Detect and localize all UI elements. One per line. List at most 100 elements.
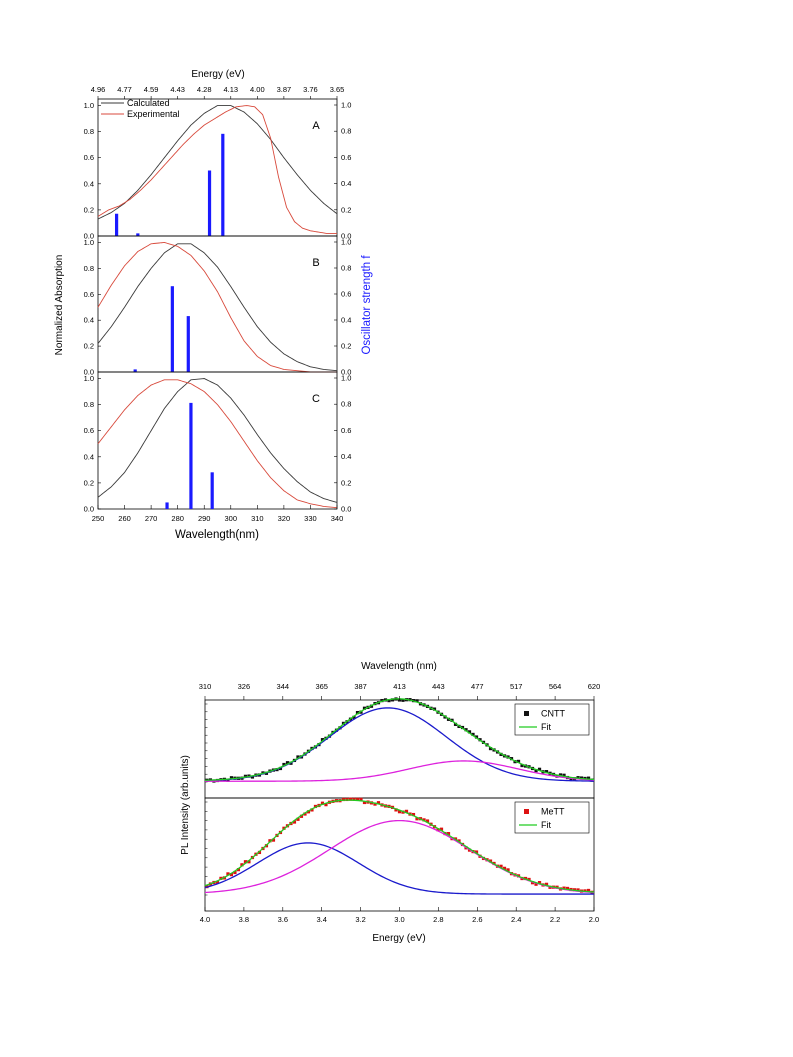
legend-box <box>514 703 590 736</box>
y2-tick-label: 0.0 <box>341 505 351 514</box>
data-point <box>436 828 440 832</box>
data-point <box>527 877 531 882</box>
top-x-tick-label: 387 <box>354 682 367 691</box>
y2-tick-label: 0.4 <box>341 316 351 325</box>
data-point <box>376 801 381 805</box>
x-tick-label: 290 <box>198 514 211 523</box>
data-point <box>296 817 300 821</box>
y2-tick-label: 0.6 <box>341 290 351 299</box>
data-point <box>240 863 244 867</box>
calculated-curve <box>97 243 338 372</box>
top-x-tick-label: 365 <box>315 682 328 691</box>
calculated-curve <box>97 378 338 503</box>
data-point <box>359 797 363 801</box>
peak1-curve <box>204 842 594 895</box>
y2-tick-label: 0.0 <box>341 368 351 377</box>
x-axis-title: Energy (eV) <box>372 933 425 944</box>
y2-tick-label: 0.2 <box>341 478 351 487</box>
y2-tick-label: 0.4 <box>341 179 351 188</box>
oscillator-stick <box>207 170 212 236</box>
top-x-tick-label: 4.77 <box>117 85 132 94</box>
x-axis-title: Wavelength(nm) <box>175 529 259 541</box>
y2-tick-label: 0.8 <box>341 127 351 136</box>
x-tick-label: 3.4 <box>316 915 326 924</box>
x-tick-label: 3.0 <box>394 915 404 924</box>
top-x-axis-title: Energy (eV) <box>191 69 244 80</box>
top-x-tick-label: 4.43 <box>170 85 185 94</box>
top-x-tick-label: 443 <box>432 682 445 691</box>
data-point <box>506 868 510 872</box>
x-tick-label: 340 <box>331 514 344 523</box>
data-point <box>488 859 493 863</box>
data-point <box>306 810 311 814</box>
data-point <box>299 814 304 818</box>
data-point <box>324 803 328 807</box>
data-point <box>474 735 479 739</box>
y-tick-label: 0.4 <box>84 316 94 325</box>
top-x-tick-label: 517 <box>510 682 523 691</box>
x-tick-label: 2.4 <box>511 915 521 924</box>
data-point <box>446 832 451 836</box>
y-tick-label: 0.2 <box>84 342 94 351</box>
data-point <box>544 770 549 774</box>
y-tick-label: 0.4 <box>84 452 94 461</box>
top-x-tick-label: 4.13 <box>223 85 238 94</box>
y2-tick-label: 0.2 <box>341 342 351 351</box>
data-point <box>394 808 398 812</box>
data-point <box>397 810 402 814</box>
y2-tick-label: 0.8 <box>341 400 351 409</box>
y2-axis-title: Oscillator strength f <box>361 255 373 355</box>
top-x-tick-label: 310 <box>199 682 212 691</box>
experimental-curve <box>97 379 338 509</box>
y2-tick-label: 0.0 <box>341 232 351 241</box>
x-tick-label: 310 <box>251 514 264 523</box>
top-x-tick-label: 477 <box>471 682 484 691</box>
data-point <box>586 888 591 893</box>
data-point <box>341 797 346 802</box>
data-point <box>320 738 325 742</box>
panel-frame <box>97 98 338 237</box>
data-point <box>278 766 283 771</box>
legend-label: Experimental <box>127 109 180 119</box>
y2-tick-label: 0.8 <box>341 264 351 273</box>
top-x-tick-label: 4.96 <box>91 85 106 94</box>
data-point <box>243 774 248 778</box>
legend: MeTT Fit <box>514 801 590 834</box>
data-point <box>453 722 458 726</box>
oscillator-stick <box>170 286 174 372</box>
y-tick-label: 0.2 <box>84 478 94 487</box>
y-tick-label: 0.8 <box>84 400 94 409</box>
data-point <box>439 827 444 831</box>
data-point <box>362 800 367 805</box>
y2-tick-label: 1.0 <box>341 374 351 383</box>
y2-tick-label: 1.0 <box>341 101 351 110</box>
top-x-tick-label: 564 <box>549 682 562 691</box>
y-axis-title: PL Intensity (arb.units) <box>180 755 191 855</box>
y-tick-label: 0.8 <box>84 264 94 273</box>
data-point <box>313 804 318 809</box>
y2-tick-label: 0.6 <box>341 153 351 162</box>
legend-label: MeTT <box>541 807 565 817</box>
x-tick-label: 320 <box>278 514 291 523</box>
x-tick-label: 3.2 <box>355 915 365 924</box>
data-point <box>401 698 405 702</box>
top-x-tick-label: 4.00 <box>250 85 265 94</box>
legend-label: Fit <box>541 722 551 732</box>
data-point <box>530 881 535 885</box>
x-tick-label: 3.6 <box>278 915 288 924</box>
x-tick-label: 2.0 <box>589 915 599 924</box>
experimental-curve <box>97 105 337 234</box>
x-tick-label: 4.0 <box>200 915 210 924</box>
data-point <box>233 870 237 875</box>
top-x-tick-label: 3.76 <box>303 85 318 94</box>
data-point <box>285 761 290 765</box>
data-point <box>562 773 566 777</box>
data-point <box>467 730 472 734</box>
top-x-tick-label: 326 <box>238 682 251 691</box>
top-x-tick-label: 413 <box>393 682 406 691</box>
x-tick-label: 270 <box>145 514 158 523</box>
data-point <box>348 797 353 801</box>
legend-label: Calculated <box>127 98 170 108</box>
y-tick-label: 0.0 <box>84 368 94 377</box>
data-point <box>226 872 230 876</box>
